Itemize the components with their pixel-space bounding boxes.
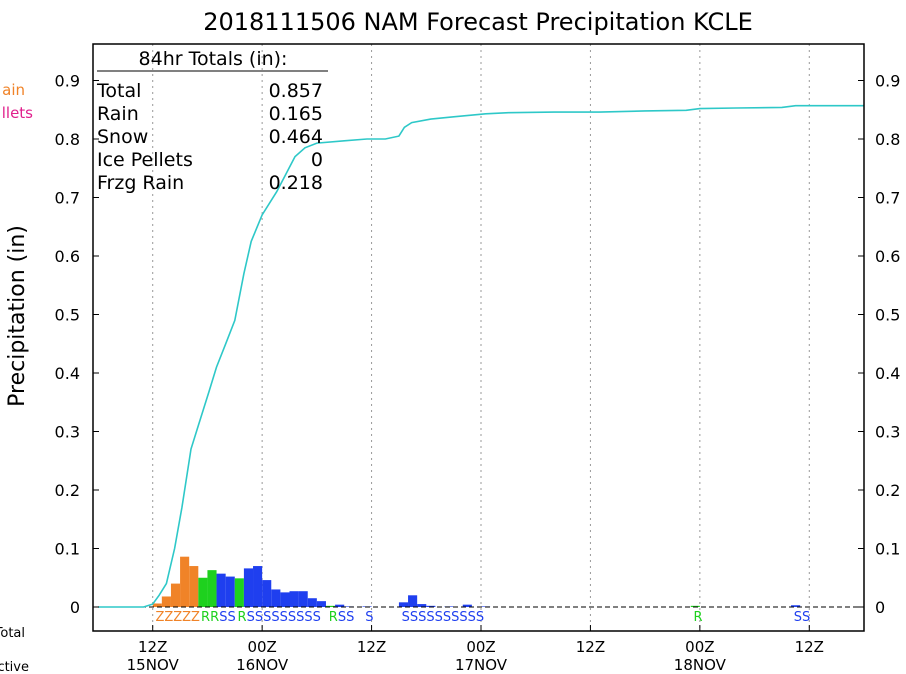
y-tick-label-right: 0.4 xyxy=(875,364,900,383)
x-tick-time-label: 12Z xyxy=(138,638,167,656)
precip-bar-snow xyxy=(225,576,235,607)
ptype-label: SS xyxy=(338,610,355,625)
precip-bar-rain xyxy=(198,577,208,607)
precip-bar-snow xyxy=(791,605,801,607)
precip-bar-rain xyxy=(207,570,217,607)
precip-bar-snow xyxy=(271,589,281,607)
x-tick-time-label: 12Z xyxy=(795,638,824,656)
ptype-label: S xyxy=(365,610,373,625)
plot-frame xyxy=(92,43,865,632)
ptype-label: RR xyxy=(201,610,219,625)
totals-row-value: 0.857 xyxy=(269,80,323,102)
precip-bar-snow xyxy=(316,601,326,607)
y-tick-label-left: 0.2 xyxy=(55,481,80,500)
precip-bar-rain xyxy=(234,578,244,607)
legend-ice-pellets-label: llets xyxy=(2,104,33,122)
y-tick-label-left: 0.4 xyxy=(55,364,80,383)
totals-box: 84hr Totals (in): Total 0.857 Rain 0.165 Sno… xyxy=(96,48,328,194)
precip-bar-snow xyxy=(262,580,272,607)
x-tick-date-label: 16NOV xyxy=(236,656,289,674)
x-tick-time-label: 12Z xyxy=(576,638,605,656)
y-tick-label-right: 0.6 xyxy=(875,247,900,266)
precip-bar-snow xyxy=(253,566,263,607)
y-tick-label-right: 0.9 xyxy=(875,72,900,91)
totals-row-label: Total xyxy=(96,80,141,102)
precip-bar-snow xyxy=(344,606,354,607)
precip-bar-snow xyxy=(216,573,226,607)
total-accumulation-line xyxy=(98,104,864,608)
legend-frzg-rain-label: ain xyxy=(2,81,25,99)
precip-bar-frzg-rain xyxy=(189,566,199,607)
x-tick-date-label: 18NOV xyxy=(674,656,727,674)
y-tick-label-right: 0.8 xyxy=(875,130,900,149)
precip-bar-snow xyxy=(289,591,299,607)
y-tick-label-left: 0.6 xyxy=(55,247,80,266)
left-legend: ain llets g Total ctive xyxy=(0,81,33,674)
totals-row-value: 0.165 xyxy=(269,103,323,125)
precip-bar-snow xyxy=(280,592,290,607)
ptype-label: R xyxy=(238,610,247,625)
precip-bar-snow xyxy=(408,595,418,607)
ptype-label: SS xyxy=(219,610,236,625)
ptype-label: R xyxy=(329,610,338,625)
y-tick-label-left: 0.8 xyxy=(55,130,80,149)
precip-bar-snow xyxy=(398,602,409,607)
y-axis-ticks: 0 0 0.1 0.1 0.2 0.2 0.3 0.3 0.4 0.4 0.5 0.5 0.6 0.6 0.… xyxy=(55,72,901,618)
x-tick-time-label: 00Z xyxy=(247,638,276,656)
y-tick-label-right: 0.7 xyxy=(875,189,900,208)
totals-row-label: Frzg Rain xyxy=(97,172,184,194)
ptype-label: ZZZZZ xyxy=(155,610,200,625)
precip-bar-snow xyxy=(426,605,436,607)
precip-bar-frzg-rain xyxy=(180,556,190,607)
ptype-label: SSSSSSSSSS xyxy=(402,610,485,625)
totals-row-value: 0.218 xyxy=(269,172,323,194)
legend-convective-label: ctive xyxy=(0,660,29,674)
y-tick-label-right: 0.5 xyxy=(875,306,900,325)
y-tick-label-left: 0.9 xyxy=(55,72,80,91)
precip-bar-frzg-rain xyxy=(161,596,171,607)
precip-bar-rain xyxy=(690,605,700,607)
x-tick-date-label: 15NOV xyxy=(127,656,180,674)
totals-row-label: Ice Pellets xyxy=(97,149,193,171)
y-tick-label-left: 0.7 xyxy=(55,189,80,208)
y-tick-label-right: 0.1 xyxy=(875,540,900,559)
y-axis-label: Precipitation (in) xyxy=(5,225,30,407)
precip-bar-snow xyxy=(298,591,308,607)
x-tick-time-label: 00Z xyxy=(685,638,714,656)
x-tick-time-label: 12Z xyxy=(357,638,386,656)
precip-bar-snow xyxy=(307,598,317,607)
chart-title: 2018111506 NAM Forecast Precipitation KC… xyxy=(203,8,753,36)
totals-row-label: Rain xyxy=(97,103,139,125)
precip-bar-snow xyxy=(335,604,345,607)
ptype-label: SSSSSSSSS xyxy=(247,610,321,625)
y-tick-label-right: 0.2 xyxy=(875,481,900,500)
precip-bar-rain xyxy=(325,605,336,607)
ptype-label: SS xyxy=(794,610,811,625)
precip-bar-frzg-rain xyxy=(170,583,181,607)
precip-bar-snow xyxy=(243,568,254,607)
y-tick-label-left: 0.1 xyxy=(55,540,80,559)
totals-row-value: 0.464 xyxy=(269,126,323,148)
y-tick-label-left: 0 xyxy=(70,598,80,617)
x-tick-date-label: 17NOV xyxy=(455,656,508,674)
totals-header: 84hr Totals (in): xyxy=(139,48,288,70)
grid xyxy=(152,44,810,631)
ptype-label: R xyxy=(693,610,702,625)
y-tick-label-right: 0 xyxy=(875,598,885,617)
precip-bar-snow xyxy=(417,604,427,607)
totals-rows: Total 0.857 Rain 0.165 Snow 0.464 Ice Pellets 0… xyxy=(96,80,323,194)
precip-bar-frzg-rain xyxy=(152,603,162,607)
precip-bars xyxy=(152,556,801,607)
totals-row-value: 0 xyxy=(311,149,323,171)
y-tick-label-left: 0.3 xyxy=(55,423,80,442)
ptype-strings: ZZZZZ RR SS R SSSSSSSSS R SS S SSSSSSSSSS R SS xyxy=(155,610,810,625)
precip-bar-snow xyxy=(462,604,472,607)
y-tick-label-left: 0.5 xyxy=(55,306,80,325)
legend-running-total-label: g Total xyxy=(0,626,25,641)
y-tick-label-right: 0.3 xyxy=(875,423,900,442)
totals-row-label: Snow xyxy=(97,126,148,148)
x-tick-time-label: 00Z xyxy=(466,638,495,656)
